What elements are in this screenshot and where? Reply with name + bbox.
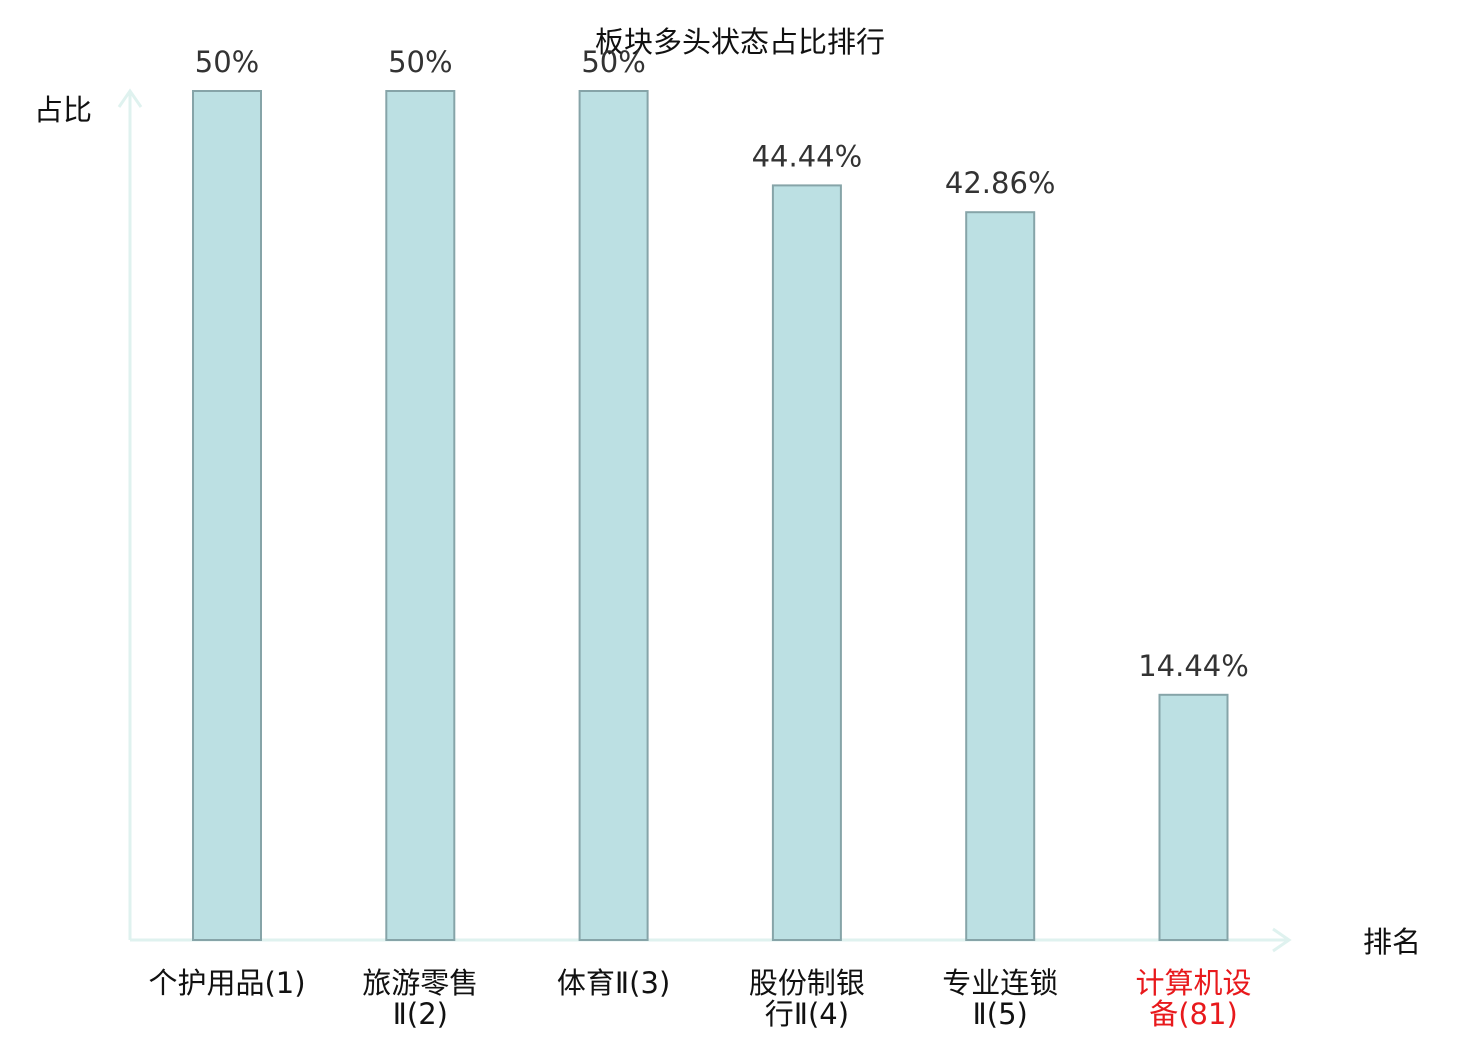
axes bbox=[117, 88, 1292, 953]
x-tick-label: 计算机设备(81) bbox=[1135, 966, 1251, 1031]
x-tick-label: 旅游零售 Ⅱ(2) bbox=[362, 966, 478, 1031]
chart-title: 板块多头状态占比排行 bbox=[595, 25, 885, 59]
bar-value-label: 44.44% bbox=[752, 139, 863, 173]
y-axis-arrow bbox=[117, 88, 143, 108]
x-tick-label-line: Ⅱ(2) bbox=[393, 997, 448, 1031]
bar bbox=[771, 184, 842, 941]
x-tick-label-line: 行Ⅱ(4) bbox=[765, 997, 849, 1031]
bar-value-label: 42.86% bbox=[945, 166, 1056, 200]
x-tick-label: 专业连锁 Ⅱ(5) bbox=[942, 966, 1058, 1031]
x-tick-label-line: 体育Ⅱ(3) bbox=[557, 966, 670, 1000]
tick-labels-group: 个护用品(1) 旅游零售 Ⅱ(2) 体育Ⅱ(3) 股份制银行Ⅱ(4) 专业连锁 Ⅱ(5) 计算… bbox=[148, 966, 1251, 1031]
x-axis-label: 排名 bbox=[1363, 925, 1421, 959]
bar-value-label: 50% bbox=[581, 45, 645, 79]
x-tick-label-line: 专业连锁 bbox=[942, 966, 1058, 1000]
x-tick-label-line: 旅游零售 bbox=[362, 966, 478, 1000]
x-tick-label-line: 计算机设 bbox=[1135, 966, 1251, 1000]
y-axis-label: 占比 bbox=[34, 93, 92, 127]
bar bbox=[192, 90, 262, 941]
x-axis-arrow bbox=[1272, 927, 1292, 953]
bar bbox=[385, 90, 456, 941]
bar bbox=[1158, 693, 1229, 941]
bar-value-label: 50% bbox=[388, 45, 452, 79]
x-tick-label-line: Ⅱ(5) bbox=[973, 997, 1028, 1031]
bar bbox=[965, 211, 1036, 941]
bars-group bbox=[192, 90, 1229, 941]
bar-value-label: 14.44% bbox=[1138, 649, 1249, 683]
x-tick-label-line: 股份制银 bbox=[749, 966, 865, 1000]
x-tick-label-line: 个护用品(1) bbox=[148, 966, 305, 1000]
x-tick-label: 个护用品(1) bbox=[148, 966, 305, 1000]
bar-value-label: 50% bbox=[195, 45, 259, 79]
value-labels-group: 50% 50% 50% 44.44% 42.86% 14.44% bbox=[195, 45, 1249, 683]
x-tick-label: 体育Ⅱ(3) bbox=[557, 966, 670, 1000]
bar bbox=[578, 90, 649, 941]
x-tick-label: 股份制银行Ⅱ(4) bbox=[749, 966, 865, 1031]
x-tick-label-line: 备(81) bbox=[1149, 997, 1238, 1031]
